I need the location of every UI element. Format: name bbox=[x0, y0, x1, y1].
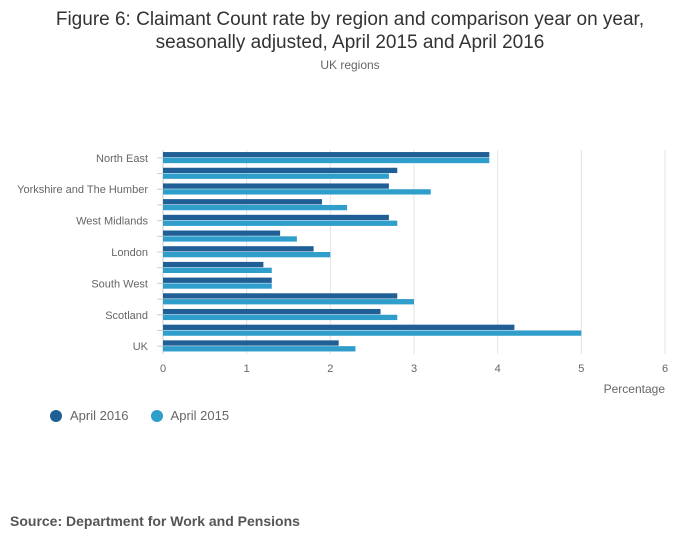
bar bbox=[163, 314, 398, 321]
y-tick-label: London bbox=[111, 247, 148, 259]
bar bbox=[163, 293, 398, 299]
bar bbox=[163, 324, 515, 330]
bar bbox=[163, 299, 414, 305]
bar bbox=[163, 183, 389, 189]
x-tick-label: 6 bbox=[662, 363, 668, 375]
bar bbox=[163, 277, 272, 283]
bar bbox=[163, 267, 272, 273]
legend-item-april-2015[interactable]: April 2015 bbox=[150, 408, 230, 423]
legend: April 2016 April 2015 bbox=[50, 408, 251, 423]
y-tick-label: UK bbox=[133, 341, 149, 353]
bar bbox=[163, 246, 314, 252]
bar bbox=[163, 157, 490, 164]
y-tick-label: Yorkshire and The Humber bbox=[17, 184, 148, 196]
x-tick-label: 3 bbox=[411, 363, 417, 375]
legend-item-april-2016[interactable]: April 2016 bbox=[50, 408, 129, 423]
x-tick-label: 1 bbox=[244, 363, 250, 375]
bar bbox=[163, 236, 297, 242]
y-tick-label: North East bbox=[96, 153, 148, 165]
bar bbox=[163, 214, 389, 221]
bar bbox=[163, 189, 431, 195]
chart-title-line-2: seasonally adjusted, April 2015 and Apri… bbox=[155, 32, 545, 53]
bar bbox=[163, 261, 264, 268]
bar bbox=[163, 308, 381, 315]
legend-swatch-april-2016 bbox=[50, 409, 62, 422]
bar bbox=[163, 152, 490, 158]
x-tick-label: 0 bbox=[160, 363, 166, 375]
legend-label-april-2015: April 2015 bbox=[170, 408, 230, 423]
bar bbox=[163, 340, 339, 346]
bar bbox=[163, 199, 322, 205]
x-axis-title: Percentage bbox=[604, 382, 666, 396]
source-note: Source: Department for Work and Pensions bbox=[10, 513, 300, 529]
bar bbox=[163, 346, 356, 352]
y-tick-label: Scotland bbox=[105, 310, 148, 322]
bar bbox=[163, 173, 389, 179]
bar bbox=[163, 330, 582, 336]
legend-swatch-april-2015 bbox=[150, 409, 163, 422]
bar bbox=[163, 220, 398, 226]
y-tick-label: West Midlands bbox=[76, 216, 148, 228]
bar bbox=[163, 167, 398, 174]
x-tick-label: 5 bbox=[578, 363, 584, 375]
bar bbox=[163, 230, 281, 236]
bar bbox=[163, 283, 272, 289]
x-tick-label: 2 bbox=[327, 363, 333, 375]
chart-subtitle: UK regions bbox=[320, 58, 380, 72]
chart-title: Figure 6: Claimant Count rate by region … bbox=[0, 8, 700, 54]
bar bbox=[163, 252, 331, 258]
y-tick-label: South West bbox=[91, 278, 148, 290]
chart-title-line-1: Figure 6: Claimant Count rate by region … bbox=[55, 9, 645, 30]
bar bbox=[163, 204, 348, 211]
x-tick-label: 4 bbox=[495, 363, 501, 375]
legend-label-april-2016: April 2016 bbox=[70, 408, 129, 423]
